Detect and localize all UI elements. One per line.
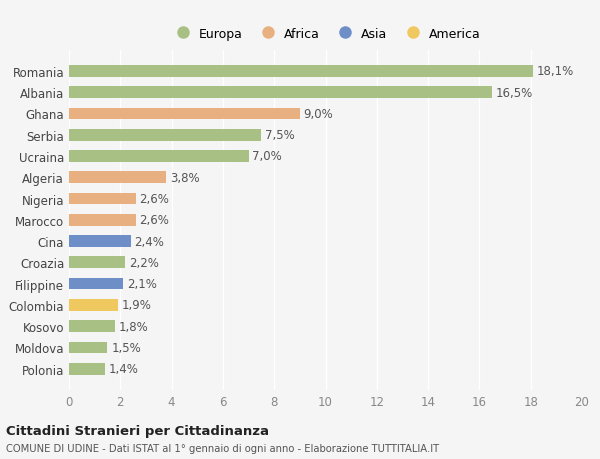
Text: 1,5%: 1,5% [112, 341, 141, 354]
Bar [69, 214, 136, 226]
Text: COMUNE DI UDINE - Dati ISTAT al 1° gennaio di ogni anno - Elaborazione TUTTITALI: COMUNE DI UDINE - Dati ISTAT al 1° genna… [6, 443, 439, 453]
Bar [69, 193, 136, 205]
Text: Cittadini Stranieri per Cittadinanza: Cittadini Stranieri per Cittadinanza [6, 424, 269, 437]
Text: 2,6%: 2,6% [140, 214, 169, 227]
Text: 2,1%: 2,1% [127, 278, 157, 291]
Bar [69, 129, 262, 141]
Text: 18,1%: 18,1% [537, 65, 574, 78]
Text: 1,9%: 1,9% [122, 299, 151, 312]
Bar [69, 278, 123, 290]
Bar [69, 299, 118, 311]
Bar [69, 342, 107, 353]
Bar [69, 363, 105, 375]
Bar [69, 66, 533, 78]
Bar [69, 151, 248, 162]
Bar [69, 108, 300, 120]
Text: 1,4%: 1,4% [109, 363, 139, 375]
Text: 9,0%: 9,0% [304, 108, 334, 121]
Text: 2,6%: 2,6% [140, 193, 169, 206]
Bar [69, 257, 125, 269]
Text: 3,8%: 3,8% [170, 171, 200, 185]
Text: 2,4%: 2,4% [134, 235, 164, 248]
Bar [69, 172, 166, 184]
Text: 2,2%: 2,2% [129, 256, 159, 269]
Legend: Europa, Africa, Asia, America: Europa, Africa, Asia, America [166, 23, 485, 46]
Text: 7,0%: 7,0% [253, 150, 282, 163]
Text: 16,5%: 16,5% [496, 86, 533, 100]
Bar [69, 236, 131, 247]
Text: 7,5%: 7,5% [265, 129, 295, 142]
Text: 1,8%: 1,8% [119, 320, 149, 333]
Bar [69, 87, 492, 99]
Bar [69, 320, 115, 332]
